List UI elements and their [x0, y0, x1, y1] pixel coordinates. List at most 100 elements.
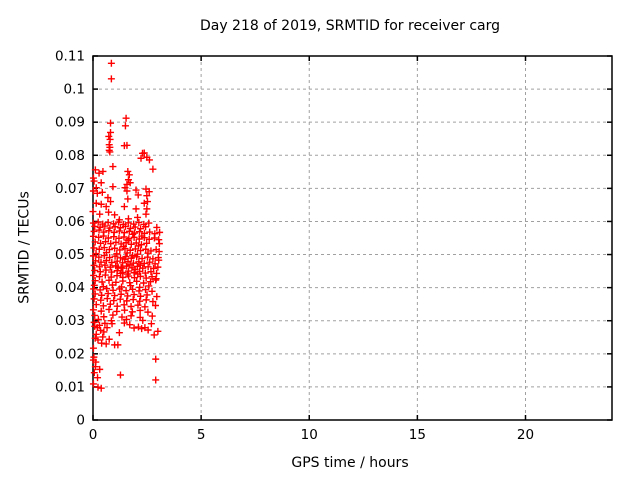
data-point-plus-marker — [126, 321, 134, 329]
data-point-plus-marker — [96, 210, 104, 218]
data-point-plus-marker — [89, 344, 97, 352]
data-point-plus-marker — [123, 262, 131, 270]
data-point-plus-marker — [97, 258, 105, 266]
data-point-plus-marker — [136, 306, 144, 314]
data-point-plus-marker — [145, 156, 153, 164]
data-point-plus-marker — [143, 198, 151, 206]
data-point-plus-marker — [101, 271, 109, 279]
data-point-plus-marker — [97, 307, 105, 315]
data-point-plus-marker — [112, 238, 120, 246]
data-point-plus-marker — [90, 369, 98, 377]
data-point-plus-marker — [115, 234, 123, 242]
data-point-plus-marker — [127, 240, 135, 248]
data-point-plus-marker — [156, 228, 164, 236]
data-point-plus-marker — [140, 279, 148, 287]
data-point-plus-marker — [116, 224, 124, 232]
data-point-plus-marker — [91, 277, 99, 285]
data-point-plus-marker — [89, 219, 97, 227]
data-point-plus-marker — [100, 328, 108, 336]
data-point-plus-marker — [94, 374, 102, 382]
data-point-plus-marker — [149, 298, 157, 306]
chart-title: Day 218 of 2019, SRMTID for receiver car… — [199, 18, 501, 34]
x-tick-label: 20 — [517, 427, 534, 443]
data-point-plus-marker — [90, 177, 98, 185]
data-point-plus-marker — [131, 274, 139, 282]
data-point-plus-marker — [98, 291, 106, 299]
data-point-plus-marker — [146, 228, 154, 236]
data-point-plus-marker — [134, 270, 142, 278]
data-point-plus-marker — [121, 306, 129, 314]
data-point-plus-marker — [92, 199, 100, 207]
data-point-plus-marker — [92, 358, 100, 366]
x-tick-label: 10 — [301, 427, 318, 443]
data-point-plus-marker — [123, 297, 131, 305]
data-point-plus-marker — [103, 285, 111, 293]
y-tick-label: 0.02 — [55, 346, 85, 362]
data-point-plus-marker — [123, 249, 131, 257]
x-tick-label: 5 — [197, 427, 206, 443]
data-point-plus-marker — [148, 287, 156, 295]
data-point-plus-marker — [134, 213, 142, 221]
data-point-plus-marker — [102, 238, 110, 246]
data-point-plus-marker — [107, 75, 115, 83]
data-point-plus-marker — [115, 227, 123, 235]
data-point-plus-marker — [113, 272, 121, 280]
data-point-plus-marker — [153, 223, 161, 231]
data-point-plus-marker — [126, 261, 134, 269]
data-point-plus-marker — [99, 333, 107, 341]
data-point-plus-marker — [149, 255, 157, 263]
data-point-plus-marker — [124, 236, 132, 244]
data-point-plus-marker — [136, 261, 144, 269]
data-point-plus-marker — [125, 171, 133, 179]
data-point-plus-marker — [130, 324, 138, 332]
data-point-plus-marker — [99, 232, 107, 240]
data-point-plus-marker — [106, 135, 114, 143]
data-point-plus-marker — [104, 218, 112, 226]
data-point-plus-marker — [145, 219, 153, 227]
data-point-plus-marker — [91, 334, 99, 342]
data-point-plus-marker — [97, 296, 105, 304]
data-point-plus-marker — [93, 189, 101, 197]
data-point-plus-marker — [155, 256, 163, 264]
data-point-plus-marker — [90, 271, 98, 279]
data-point-plus-marker — [105, 276, 113, 284]
data-point-plus-marker — [111, 223, 119, 231]
data-point-plus-marker — [102, 203, 110, 211]
data-point-plus-marker — [95, 226, 103, 234]
data-point-plus-marker — [138, 325, 146, 333]
data-point-plus-marker — [123, 187, 131, 195]
data-point-plus-marker — [102, 257, 110, 265]
data-point-plus-marker — [91, 166, 99, 174]
x-tick-label: 15 — [409, 427, 426, 443]
data-point-plus-marker — [144, 326, 152, 334]
data-point-plus-marker — [120, 233, 128, 241]
data-point-plus-marker — [121, 222, 129, 230]
data-point-plus-marker — [150, 234, 158, 242]
data-point-plus-marker — [103, 324, 111, 332]
data-point-plus-marker — [95, 169, 103, 177]
data-point-plus-marker — [97, 239, 105, 247]
data-point-plus-marker — [123, 270, 131, 278]
data-point-plus-marker — [95, 233, 103, 241]
data-point-plus-marker — [94, 383, 102, 391]
data-point-plus-marker — [133, 277, 141, 285]
y-tick-label: 0.09 — [55, 115, 85, 131]
data-point-plus-marker — [107, 119, 115, 127]
data-point-plus-marker — [152, 355, 160, 363]
data-point-plus-marker — [154, 327, 162, 335]
data-point-plus-marker — [142, 223, 150, 231]
data-point-plus-marker — [123, 141, 131, 149]
data-point-plus-marker — [120, 203, 128, 211]
data-point-plus-marker — [92, 257, 100, 265]
data-point-plus-marker — [127, 302, 135, 310]
data-point-plus-marker — [155, 248, 163, 256]
data-point-plus-marker — [122, 287, 130, 295]
y-tick-label: 0.08 — [55, 148, 85, 164]
data-point-plus-marker — [135, 218, 143, 226]
data-point-plus-marker — [118, 313, 126, 321]
data-point-plus-marker — [132, 186, 140, 194]
data-point-plus-marker — [131, 265, 139, 273]
data-point-plus-marker — [124, 219, 132, 227]
data-point-plus-marker — [145, 282, 153, 290]
